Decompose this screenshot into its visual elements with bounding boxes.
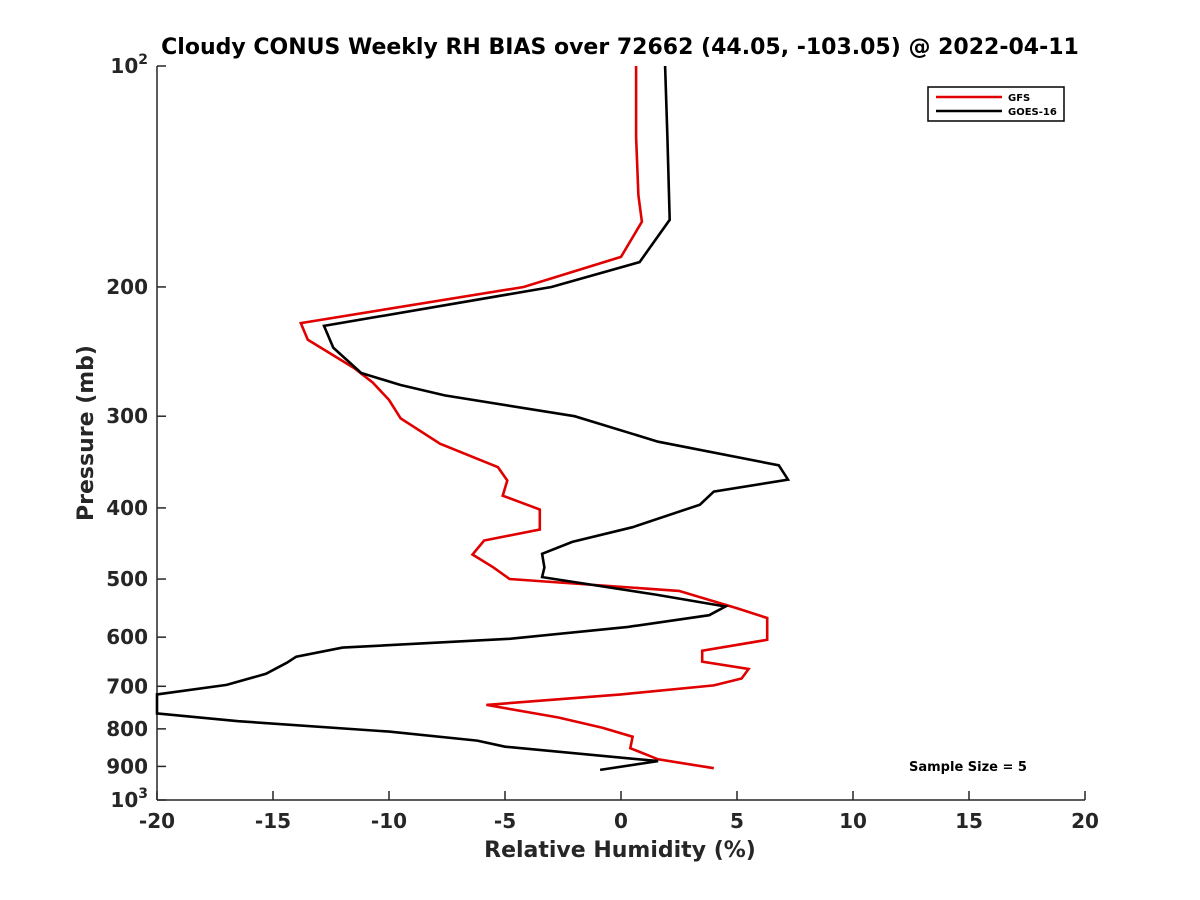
x-tick-label: -10: [371, 809, 407, 833]
series-lines: [155, 65, 791, 772]
y-tick-label: 600: [106, 625, 148, 649]
y-tick-label: 900: [106, 754, 148, 778]
series-line-goes-16: [155, 65, 791, 772]
x-tick-label: 0: [614, 809, 628, 833]
x-tick-label: 15: [955, 809, 983, 833]
axes: -20 -15 -10 -5 0 5 10 15 20 102 200 300 400 500 600 700…: [106, 52, 1099, 833]
legend-label: GOES-16: [1008, 107, 1057, 118]
y-tick-label: 300: [106, 404, 148, 428]
x-tick-label: 10: [839, 809, 867, 833]
x-tick-label: 5: [730, 809, 744, 833]
y-axis-label: Pressure (mb): [74, 345, 99, 521]
y-tick-label: 800: [106, 717, 148, 741]
y-tick-label: 500: [106, 567, 148, 591]
x-tick-label: -20: [139, 809, 175, 833]
y-tick-label: 103: [110, 786, 148, 812]
legend-label: GFS: [1008, 93, 1030, 104]
y-tick-label: 700: [106, 674, 148, 698]
y-tick-label: 200: [106, 275, 148, 299]
y-tick-label: 102: [110, 52, 148, 78]
x-tick-label: -15: [255, 809, 291, 833]
x-axis-label: Relative Humidity (%): [484, 838, 756, 863]
sample-size-annotation: Sample Size = 5: [909, 760, 1027, 775]
x-tick-label: 20: [1071, 809, 1099, 833]
chart-title: Cloudy CONUS Weekly RH BIAS over 72662 (…: [161, 35, 1079, 60]
series-line-gfs: [298, 66, 769, 770]
legend: GFS GOES-16: [927, 86, 1065, 122]
y-tick-label: 400: [106, 496, 148, 520]
x-tick-label: -5: [494, 809, 516, 833]
